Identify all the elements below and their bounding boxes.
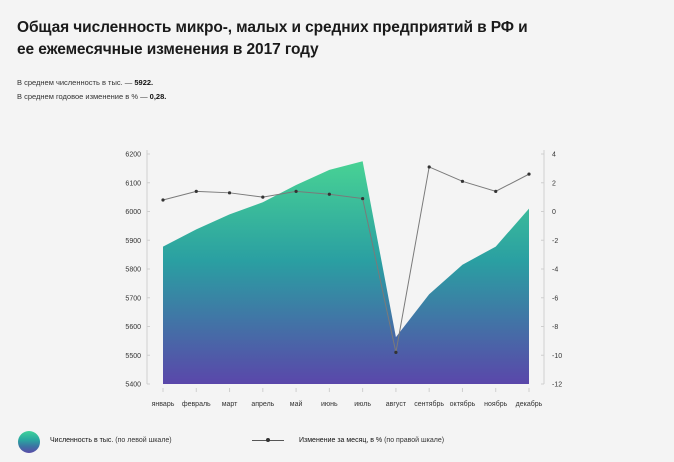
change-point [527,172,531,176]
x-tick-label: апрель [251,401,274,408]
area-legend-main: Численность в тыс. [50,437,114,444]
x-tick-label: май [290,400,303,408]
x-axis-ticks: январь февраль март апрель май июнь июль август… [152,388,543,408]
left-tick-label: 5900 [125,238,141,245]
left-tick-label: 6200 [125,152,141,159]
average-change-value: 0,28. [149,92,167,101]
average-count-label: В среднем численность в тыс. — [17,78,135,87]
change-point [227,191,232,195]
change-point [427,165,431,169]
line-legend-marker [266,438,270,442]
area-legend-label: Численность в тыс. (по левой шкале) [50,437,172,444]
line-legend-note: (по правой шкале) [382,437,445,444]
right-tick-label: 2 [552,180,556,187]
x-tick-label: ноябрь [484,400,507,408]
change-line-series [162,166,530,353]
change-point [161,198,165,202]
area-legend-note: (по левой шкале) [113,437,172,444]
count-area-series [163,161,529,384]
change-point [261,195,265,199]
x-tick-label: июль [354,401,371,408]
x-tick-label: июнь [321,401,338,408]
line-legend-label: Изменение за месяц, в % (по правой шкале… [299,437,444,444]
line-legend-main: Изменение за месяц, в % [299,437,383,444]
change-point [494,189,498,193]
left-tick-label: 5700 [125,295,141,302]
change-point [327,192,331,196]
average-count-value: 5922. [134,78,154,87]
left-axis-ticks: 5400 5500 5600 5700 5800 5900 6000 6100 6200 [125,152,150,389]
change-line-markers [161,165,531,354]
right-tick-label: -8 [552,324,558,331]
average-count-stat: В среднем численность в тыс. — 5922. [17,78,153,87]
change-point [194,189,198,193]
right-tick-label: -10 [552,353,562,360]
change-point [361,196,365,201]
left-tick-label: 5500 [125,353,141,360]
left-tick-label: 5400 [125,382,141,389]
average-change-label: В среднем годовое изменение в % — [17,92,150,101]
left-tick-label: 6000 [125,209,141,216]
left-tick-label: 5800 [125,267,141,274]
x-tick-label: январь [152,401,175,408]
x-tick-label: сентябрь [414,400,444,408]
left-tick-label: 5600 [125,324,141,331]
x-tick-label: февраль [182,401,211,408]
left-tick-label: 6100 [125,180,141,187]
right-tick-label: -4 [552,267,558,274]
right-tick-label: -6 [552,295,558,302]
chart-title: Общая численность микро-, малых и средни… [17,19,528,58]
change-point [460,179,465,183]
change-point [394,350,398,354]
right-tick-label: -12 [552,382,562,389]
right-tick-label: -2 [552,238,558,245]
x-tick-label: март [222,401,238,408]
area-legend-swatch [18,431,40,453]
change-point [294,189,298,193]
right-axis-ticks: -12 -10 -8 -6 -4 -2 0 2 4 [541,152,562,389]
average-change-stat: В среднем годовое изменение в % — 0,28. [17,92,166,101]
right-tick-label: 4 [552,152,556,159]
x-tick-label: октябрь [450,400,476,408]
x-tick-label: август [386,401,407,408]
right-tick-label: 0 [552,209,556,216]
x-tick-label: декабрь [516,400,543,408]
